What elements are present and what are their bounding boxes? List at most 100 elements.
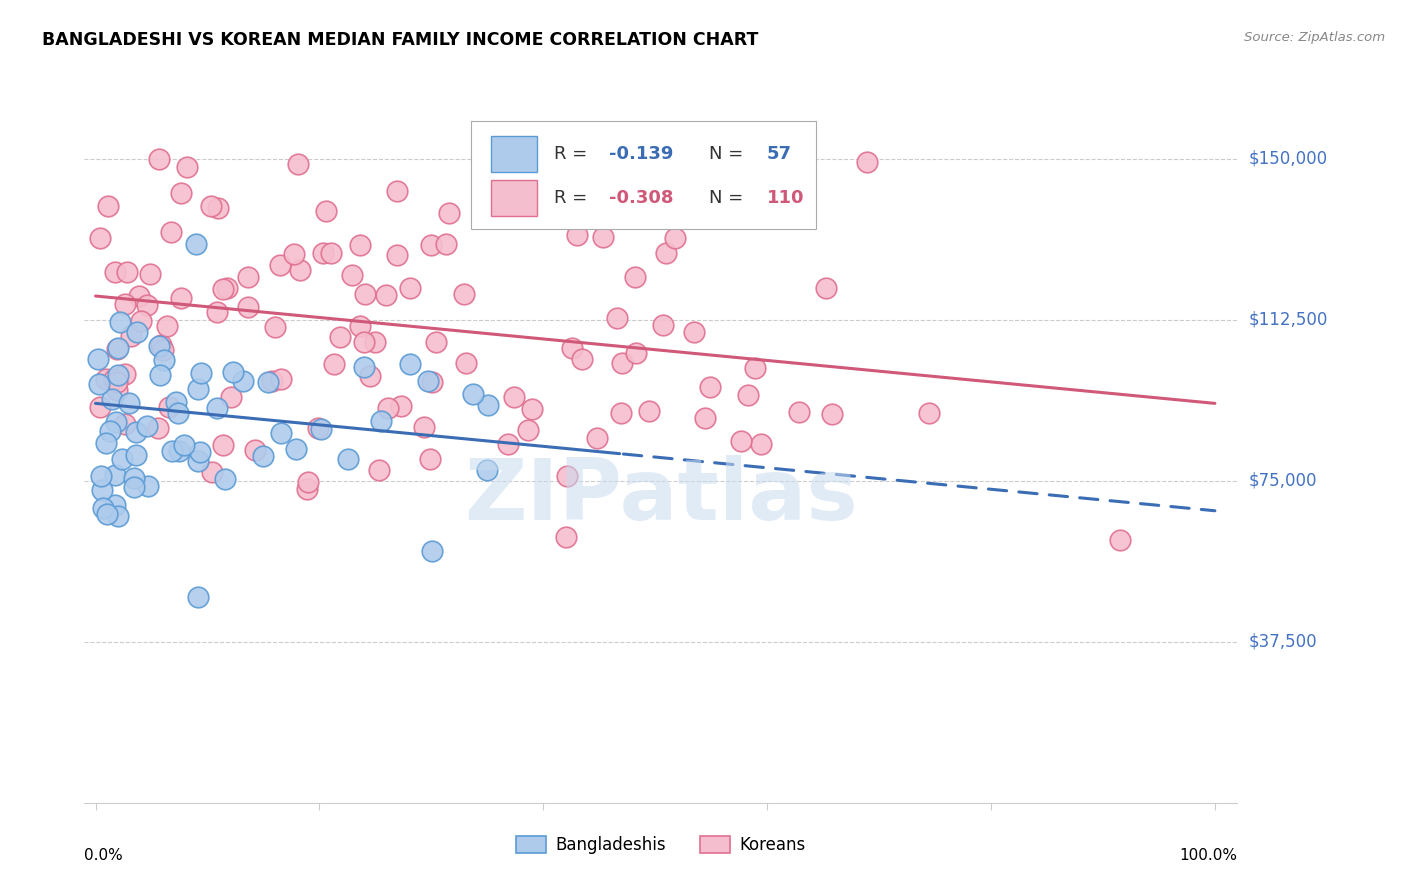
Point [353, 360, 375, 375]
Point [107, 368, 129, 383]
Point [176, 160, 198, 174]
Point [419, 452, 441, 467]
Point [236, 301, 259, 315]
Point [117, 265, 139, 279]
Point [585, 431, 607, 445]
Point [101, 392, 124, 406]
Point [477, 398, 499, 412]
Bar [491, 180, 537, 216]
Point [502, 390, 524, 404]
Point [152, 343, 174, 357]
Point [270, 425, 292, 440]
Text: $75,000: $75,000 [1249, 472, 1317, 490]
Point [125, 425, 148, 439]
Point [217, 281, 239, 295]
Point [243, 442, 266, 457]
Point [190, 366, 212, 380]
Point [370, 414, 392, 428]
Point [321, 245, 343, 260]
Point [105, 376, 128, 390]
Point [418, 374, 440, 388]
Point [453, 286, 475, 301]
Point [122, 471, 145, 485]
Text: 110: 110 [766, 189, 804, 207]
Point [555, 469, 578, 483]
Text: $37,500: $37,500 [1249, 632, 1317, 651]
Point [98, 425, 121, 439]
Point [571, 351, 593, 366]
Point [219, 390, 242, 404]
Point [749, 437, 772, 451]
Point [136, 479, 159, 493]
Text: Source: ZipAtlas.com: Source: ZipAtlas.com [1244, 31, 1385, 45]
Point [695, 410, 717, 425]
Point [354, 287, 377, 301]
Point [114, 417, 136, 432]
Bar [491, 136, 537, 172]
Point [125, 448, 148, 462]
Point [91, 501, 114, 516]
Point [186, 590, 208, 604]
Point [107, 384, 129, 398]
Point [270, 372, 292, 386]
Text: ZIPatlas: ZIPatlas [464, 455, 858, 538]
Point [149, 368, 172, 382]
Point [1109, 533, 1132, 548]
Text: $112,500: $112,500 [1249, 310, 1327, 328]
Text: 0.0%: 0.0% [84, 848, 124, 863]
Point [135, 419, 157, 434]
Point [188, 445, 211, 459]
Point [89, 400, 111, 414]
Point [152, 353, 174, 368]
Point [236, 270, 259, 285]
Point [454, 356, 477, 370]
Point [207, 201, 229, 215]
Point [107, 341, 129, 355]
Point [375, 288, 398, 302]
Point [120, 328, 142, 343]
Point [287, 157, 309, 171]
Point [422, 543, 444, 558]
Point [612, 356, 634, 370]
Point [90, 469, 112, 483]
Point [128, 289, 150, 303]
Point [284, 442, 307, 456]
Point [170, 186, 193, 200]
Point [87, 351, 110, 366]
Point [97, 199, 120, 213]
Point [107, 508, 129, 523]
Point [222, 365, 245, 379]
Point [349, 238, 371, 252]
Point [184, 237, 207, 252]
Text: -0.139: -0.139 [609, 145, 673, 162]
Point [399, 281, 422, 295]
Point [136, 298, 159, 312]
Point [425, 335, 447, 350]
Point [439, 206, 461, 220]
Point [114, 297, 136, 311]
Point [170, 291, 193, 305]
Text: 100.0%: 100.0% [1180, 848, 1237, 863]
Point [389, 400, 412, 414]
Point [104, 265, 127, 279]
Point [160, 444, 183, 458]
Point [166, 406, 188, 420]
Point [260, 374, 283, 388]
Point [309, 422, 332, 436]
Point [398, 357, 420, 371]
Point [187, 454, 209, 468]
Text: N =: N = [709, 189, 749, 207]
Point [252, 449, 274, 463]
Point [297, 475, 319, 490]
Point [295, 482, 318, 496]
Point [730, 434, 752, 448]
Point [315, 203, 337, 218]
Point [624, 346, 647, 360]
Point [156, 319, 179, 334]
Point [110, 315, 132, 329]
Point [103, 371, 125, 385]
Text: 57: 57 [766, 145, 792, 162]
Point [105, 415, 128, 429]
Point [737, 387, 759, 401]
Point [364, 335, 387, 350]
